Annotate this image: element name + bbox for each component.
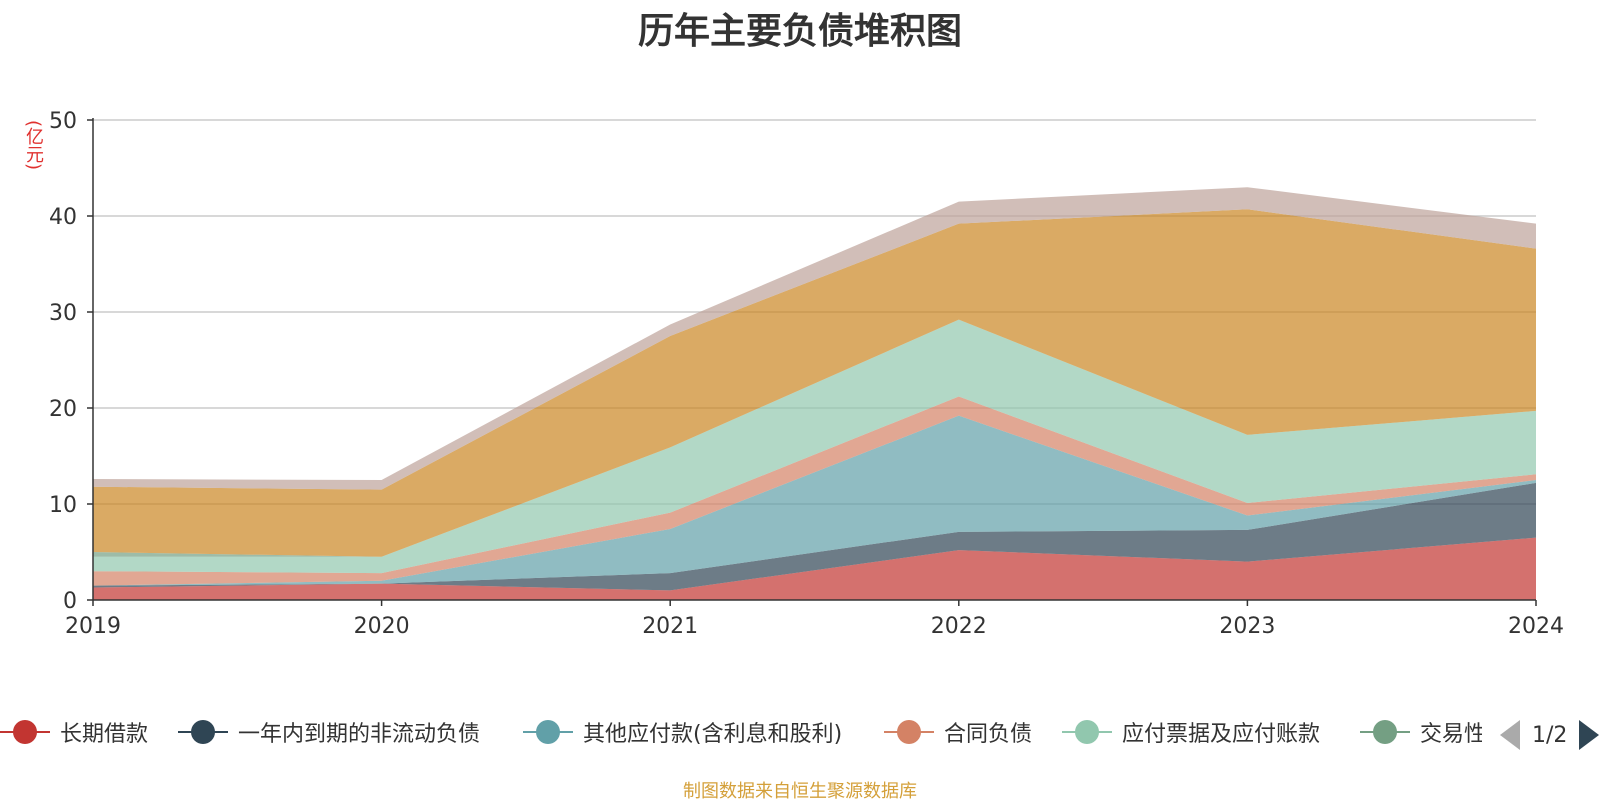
next-page-arrow-icon[interactable] [1579,720,1600,750]
x-tick-label: 2023 [1219,614,1275,639]
x-tick-label: 2024 [1508,614,1564,639]
legend-marker-icon [0,719,50,745]
legend-label: 其他应付款(含利息和股利) [583,722,843,747]
y-tick-label: 10 [49,493,77,518]
legend-marker-icon [523,719,573,745]
legend-marker-icon [1062,719,1112,745]
area-series-1 [93,537,1536,600]
x-tick-label: 2022 [931,614,987,639]
legend-marker-icon [884,719,934,745]
area-series-7 [93,209,1536,557]
legend-item[interactable]: 一年内到期的非流动负债 [178,712,480,752]
legend-label: 长期借款 [60,722,149,747]
data-source-note: 制图数据来自恒生聚源数据库 [683,781,917,802]
x-tick-label: 2021 [642,614,698,639]
x-tick-label: 2019 [65,614,121,639]
y-tick-label: 50 [49,109,77,134]
area-series-2 [93,482,1536,591]
legend-item[interactable]: 应付票据及应付账款 [1062,712,1320,752]
chart-title: 历年主要负债堆积图 [637,11,962,52]
previous-page-arrow-icon[interactable] [1500,720,1520,750]
legend-label: 合同负债 [944,722,1033,747]
legend-item[interactable]: 合同负债 [884,712,1032,752]
y-axis-unit-label: (亿元) [23,120,44,171]
legend-item[interactable]: 其他应付款(含利息和股利) [523,712,842,752]
y-tick-label: 0 [63,589,77,614]
area-series-5 [93,319,1536,574]
y-tick-label: 40 [49,205,77,230]
legend-label: 应付票据及应付账款 [1122,722,1321,747]
y-tick-label: 20 [49,397,77,422]
legend-pager: 1/2 [1500,718,1600,752]
pager-page-indicator: 1/2 [1532,722,1568,748]
legend-item[interactable]: 交易性 [1360,712,1482,752]
legend-marker-icon [1360,719,1410,745]
area-series-3 [93,415,1536,586]
legend-label: 一年内到期的非流动负债 [238,722,481,747]
y-tick-label: 30 [49,301,77,326]
legend-marker-icon [178,719,228,745]
x-tick-label: 2020 [354,614,410,639]
legend-item[interactable]: 长期借款 [0,712,148,752]
area-series-8 [93,187,1536,490]
legend-label: 交易性 [1420,722,1482,747]
legend: 长期借款 一年内到期的非流动负债 其他应付款(含利息和股利) 合同负债 应付票据及应付账… [0,712,1600,752]
